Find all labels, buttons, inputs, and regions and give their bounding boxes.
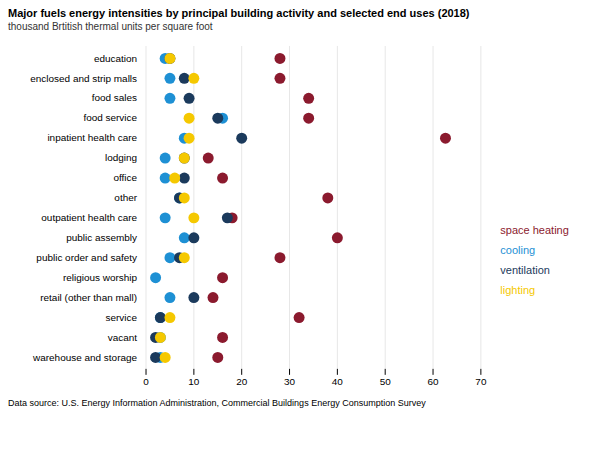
svg-text:inpatient health care: inpatient health care <box>47 132 137 143</box>
svg-text:lodging: lodging <box>105 152 137 163</box>
svg-text:other: other <box>114 192 137 203</box>
svg-text:service: service <box>106 312 138 323</box>
svg-text:retail (other than mall): retail (other than mall) <box>40 292 137 303</box>
svg-text:50: 50 <box>380 376 392 387</box>
svg-text:vacant: vacant <box>108 332 138 343</box>
html-text:thousand Brtitish thermal unit: thousand Brtitish thermal units per squa… <box>8 21 213 32</box>
svg-text:enclosed and strip malls: enclosed and strip malls <box>30 73 137 84</box>
svg-text:education: education <box>94 53 137 64</box>
html-text:cooling: cooling <box>500 244 536 257</box>
svg-text:20: 20 <box>236 376 248 387</box>
html-text:Data source: U.S. Energy Infor: Data source: U.S. Energy Information Adm… <box>8 397 426 408</box>
html-text:Major fuels energy intensities: Major fuels energy intensities by princi… <box>8 7 470 19</box>
svg-text:religious worship: religious worship <box>63 272 138 283</box>
svg-text:office: office <box>113 172 137 183</box>
svg-text:outpatient health care: outpatient health care <box>41 212 137 223</box>
html-text:lighting: lighting <box>500 284 536 297</box>
html-text:space heating: space heating <box>500 224 569 237</box>
svg-text:public assembly: public assembly <box>66 232 137 243</box>
svg-text:0: 0 <box>143 376 149 387</box>
svg-text:warehouse and storage: warehouse and storage <box>32 352 137 363</box>
svg-text:food sales: food sales <box>92 92 137 103</box>
svg-text:10: 10 <box>188 376 200 387</box>
svg-text:40: 40 <box>332 376 344 387</box>
svg-text:30: 30 <box>284 376 296 387</box>
html-text:ventilation: ventilation <box>500 264 550 277</box>
svg-text:60: 60 <box>427 376 439 387</box>
svg-text:food service: food service <box>83 112 137 123</box>
svg-text:70: 70 <box>475 376 487 387</box>
svg-text:public order and safety: public order and safety <box>36 252 137 263</box>
